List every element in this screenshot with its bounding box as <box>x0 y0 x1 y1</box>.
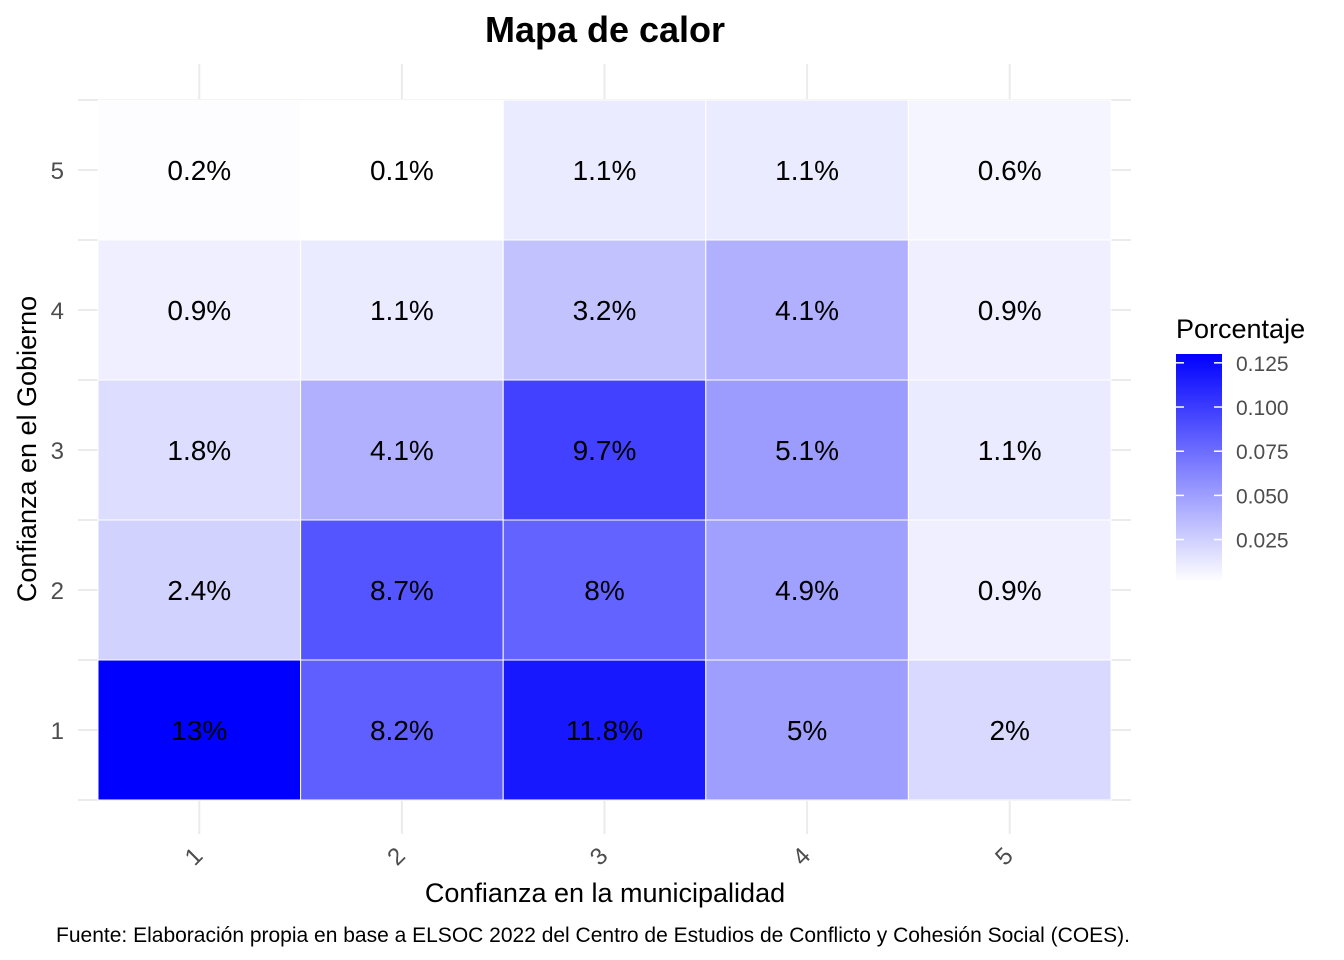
chart-title: Mapa de calor <box>485 9 725 50</box>
caption: Fuente: Elaboración propia en base a ELS… <box>56 924 1130 947</box>
heatmap-cell <box>300 99 504 241</box>
cell-label: 0.9% <box>978 295 1042 326</box>
heatmap-cell <box>907 239 1112 381</box>
y-tick-label: 4 <box>51 298 64 325</box>
heatmap-cell <box>300 519 504 661</box>
cell-label: 1.1% <box>775 155 839 186</box>
legend-tick-label: 0.100 <box>1236 397 1289 420</box>
cell-label: 2% <box>989 715 1029 746</box>
heatmap-cell <box>502 519 707 661</box>
y-axis-title: Confianza en el Gobierno <box>12 296 42 602</box>
y-tick-label: 3 <box>51 438 64 465</box>
cell-label: 1.8% <box>167 435 231 466</box>
cell-label: 5% <box>787 715 827 746</box>
cell-label: 8.7% <box>370 575 434 606</box>
heatmap-cell <box>300 239 504 381</box>
cell-label: 0.9% <box>167 295 231 326</box>
cell-label: 5.1% <box>775 435 839 466</box>
cell-label: 4.1% <box>775 295 839 326</box>
heatmap-cells <box>97 99 1112 801</box>
heatmap-cell <box>705 239 909 381</box>
heatmap-cell <box>705 379 909 521</box>
heatmap-cell <box>300 379 504 521</box>
cell-label: 8.2% <box>370 715 434 746</box>
heatmap-cell <box>705 659 909 801</box>
cell-label: 11.8% <box>566 715 643 746</box>
heatmap-cell <box>705 519 909 661</box>
legend-title: Porcentaje <box>1176 314 1305 344</box>
x-tick-label: 2 <box>382 842 411 871</box>
legend-tick-label: 0.125 <box>1236 353 1289 376</box>
cell-labels: 13% 8.2% 11.8% 5% 2% 2.4% 8.7% 8% 4.9% 0.9% 1.8% 4.… <box>167 155 1041 746</box>
heatmap-cell <box>502 99 707 241</box>
heatmap-cell <box>97 659 302 801</box>
cell-label: 0.6% <box>978 155 1042 186</box>
cell-label: 8% <box>584 575 624 606</box>
cell-label: 1.1% <box>573 155 637 186</box>
heatmap-cell <box>907 659 1112 801</box>
heatmap-cell <box>97 239 302 381</box>
heatmap-cell <box>97 379 302 521</box>
x-axis-title: Confianza en la municipalidad <box>425 878 785 908</box>
cell-label: 2.4% <box>167 575 231 606</box>
legend-tick-label: 0.075 <box>1236 441 1289 464</box>
y-tick-label: 1 <box>51 718 64 745</box>
cell-label: 0.1% <box>370 155 434 186</box>
cell-label: 4.1% <box>370 435 434 466</box>
cell-label: 0.9% <box>978 575 1042 606</box>
heatmap-cell <box>300 659 504 801</box>
legend-ticks: 0.025 0.050 0.075 0.100 0.125 <box>1176 353 1289 553</box>
heatmap-cell <box>97 99 302 241</box>
cell-label: 4.9% <box>775 575 839 606</box>
heatmap-cell <box>502 379 707 521</box>
cell-label: 3.2% <box>573 295 637 326</box>
heatmap-cell <box>502 239 707 381</box>
legend-tick-label: 0.050 <box>1236 485 1289 508</box>
x-tick-label: 3 <box>585 842 614 871</box>
heatmap-cell <box>907 379 1112 521</box>
x-tick-label: 5 <box>990 842 1019 871</box>
heatmap-cell <box>907 519 1112 661</box>
legend-tick-label: 0.025 <box>1236 530 1289 553</box>
x-tick-label: 1 <box>180 842 209 871</box>
cell-label: 1.1% <box>370 295 434 326</box>
heatmap-cell <box>502 659 707 801</box>
heatmap-cell <box>907 99 1112 241</box>
y-tick-label: 2 <box>51 578 64 605</box>
cell-label: 13% <box>171 715 227 746</box>
legend: Porcentaje 0.025 0.050 0.075 0.100 0.125 <box>1176 314 1305 582</box>
heatmap-cell <box>97 519 302 661</box>
y-tick-label: 5 <box>51 158 64 185</box>
cell-label: 9.7% <box>573 435 637 466</box>
x-tick-label: 4 <box>788 842 817 871</box>
cell-label: 0.2% <box>167 155 231 186</box>
legend-colorbar <box>1176 354 1222 582</box>
cell-label: 1.1% <box>978 435 1042 466</box>
